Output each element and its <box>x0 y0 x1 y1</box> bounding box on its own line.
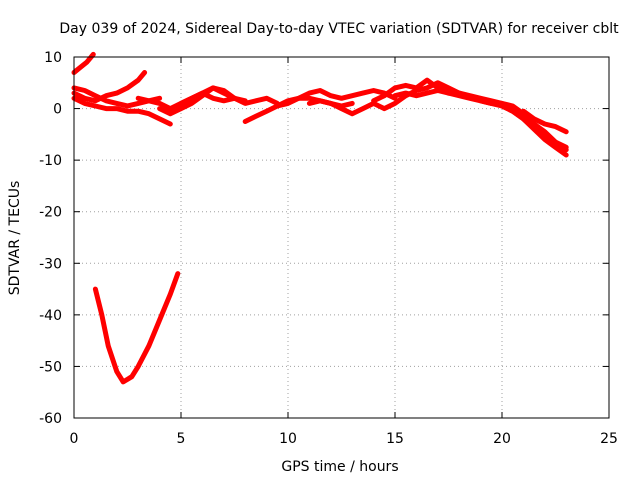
y-tick-label: -30 <box>39 256 62 272</box>
y-tick-label: -60 <box>39 411 62 427</box>
x-tick-label: 15 <box>386 431 404 447</box>
series-line-arc-morning-b <box>157 85 237 117</box>
series-group <box>71 51 569 385</box>
y-tick-label: 10 <box>44 50 62 66</box>
x-tick-label: 25 <box>600 431 618 447</box>
x-tick-label: 0 <box>70 431 79 447</box>
plot-frame <box>73 56 610 419</box>
series-line-arc-start-high <box>71 51 96 75</box>
y-tick-label: -40 <box>39 308 62 324</box>
chart-title: Day 039 of 2024, Sidereal Day-to-day VTE… <box>59 21 619 37</box>
series-line-arc-morning-c <box>178 90 280 106</box>
y-tick-label: -20 <box>39 205 62 221</box>
tick-marks <box>73 56 610 419</box>
x-tick-label: 10 <box>279 431 297 447</box>
series-line-arc-evening-c <box>520 108 569 135</box>
series-line-arc-evening-d <box>520 111 569 153</box>
y-tick-label: 0 <box>53 102 62 118</box>
series-line-arc-early-rising <box>71 70 148 104</box>
series-line-arc-early-falling <box>71 95 173 127</box>
y-tick-label: -50 <box>39 359 62 375</box>
series-line-arc-midday-b <box>274 88 398 109</box>
x-tick-label: 20 <box>493 431 511 447</box>
series-line-arc-afternoon-c <box>392 88 526 117</box>
tick-labels: 0 5 10 15 20 25 10 0 -10 -20 -30 -40 -50 -60 <box>39 50 618 447</box>
x-axis-label: GPS time / hours <box>281 459 398 475</box>
x-tick-label: 5 <box>177 431 186 447</box>
grid <box>74 57 609 418</box>
y-axis-label: SDTVAR / TECUs <box>7 181 23 296</box>
y-tick-label: -10 <box>39 153 62 169</box>
series-line-arc-dip <box>92 271 181 385</box>
